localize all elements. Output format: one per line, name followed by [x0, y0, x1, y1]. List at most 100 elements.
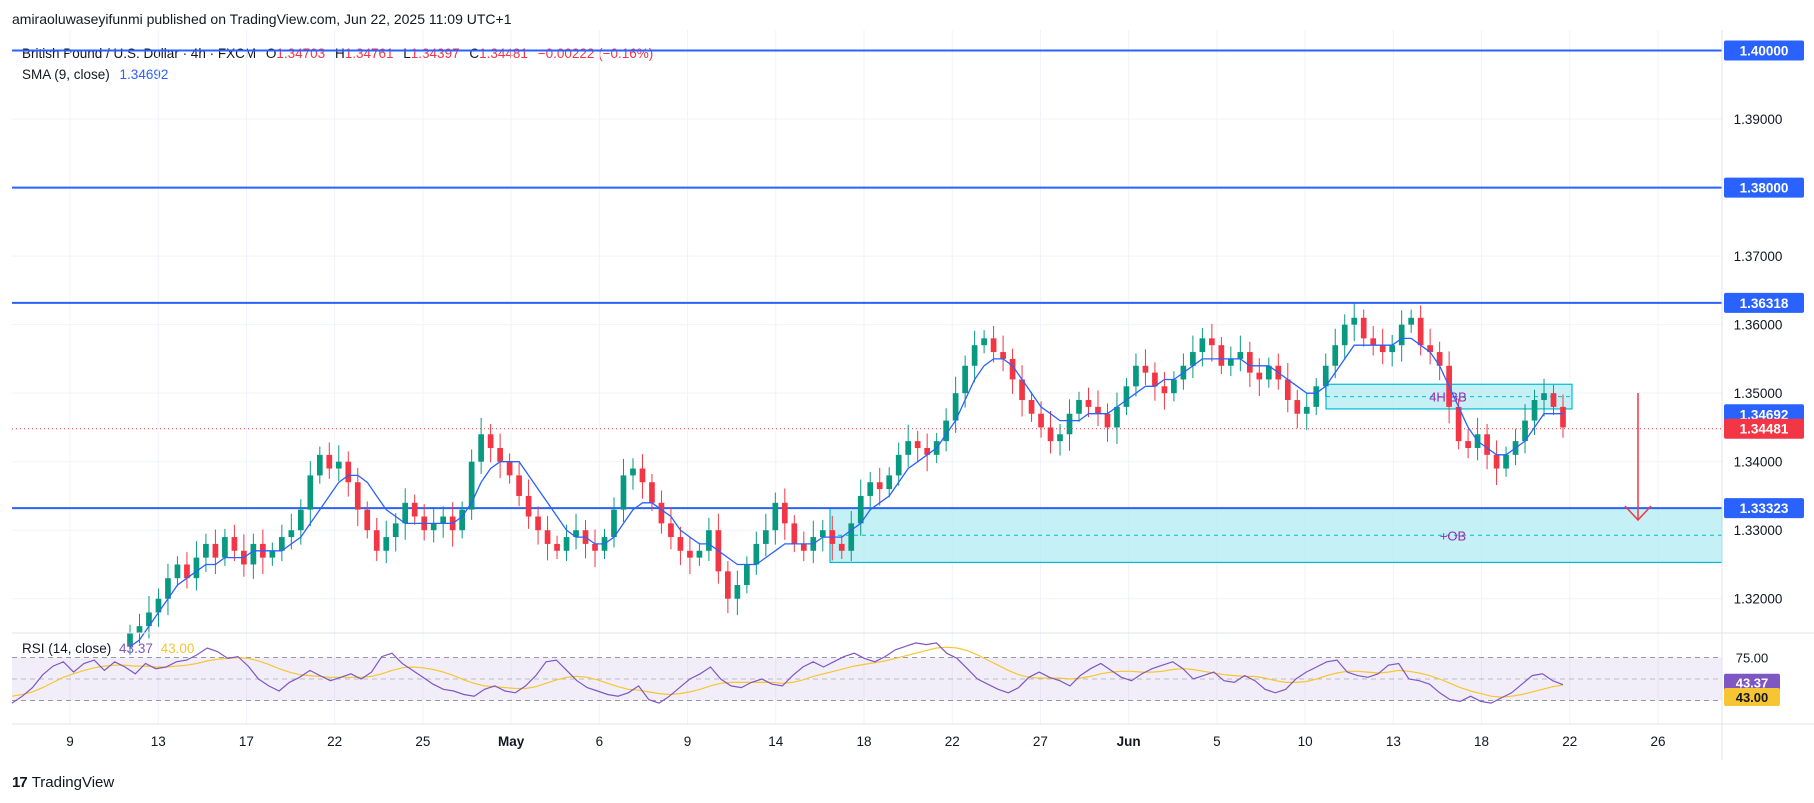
sma-value: 1.34692	[119, 67, 169, 82]
candle-body	[1522, 420, 1528, 442]
candle-body	[288, 530, 295, 538]
price-tick-label: 1.35000	[1734, 386, 1783, 401]
candle-body	[1379, 345, 1386, 353]
candle-body	[1465, 441, 1471, 448]
candle-body	[316, 454, 323, 476]
time-tick-label: 27	[1033, 734, 1048, 749]
candle-body	[1503, 454, 1509, 469]
sma-legend[interactable]: SMA (9, close) 1.34692	[22, 67, 168, 82]
rsi-line	[11, 642, 1564, 704]
candle-body	[1066, 413, 1073, 435]
candle-body	[1038, 413, 1044, 428]
candle-body	[924, 447, 931, 455]
candle-body	[895, 454, 902, 476]
candle-body	[962, 365, 968, 394]
time-tick-label: Jun	[1117, 734, 1141, 749]
candle-body	[335, 461, 342, 469]
low-label: L	[403, 46, 411, 61]
candle-body	[1417, 317, 1424, 346]
rsi-value: 43.37	[119, 641, 153, 656]
tradingview-brand[interactable]: 17 TradingView	[12, 774, 114, 791]
candle-body	[990, 338, 997, 353]
rsi-legend[interactable]: RSI (14, close) 43.37 43.00	[22, 641, 194, 656]
time-tick-label: 13	[1386, 734, 1401, 749]
rsi-ma-value: 43.00	[160, 641, 195, 656]
candle-body	[1171, 379, 1177, 394]
price-tag-box	[1724, 292, 1804, 313]
candle-body	[212, 543, 219, 558]
candle-body	[1493, 454, 1500, 469]
candle-body	[193, 557, 200, 579]
candle-body	[971, 345, 978, 366]
candle-body	[781, 502, 788, 524]
time-axis[interactable]: 9 13 17 22 25 May 6 9 14 18 22 27 Jun 5 10 13 18 22 26	[66, 734, 1665, 749]
price-tags: 1.40000 1.38000 1.36318 1.33323 1.346921.344…	[1724, 40, 1804, 519]
candle-body	[1095, 406, 1101, 414]
candle-body	[345, 461, 352, 483]
sma-label: SMA (9, close)	[22, 67, 110, 82]
candle-body	[677, 537, 684, 551]
candle-body	[392, 523, 399, 538]
candle-body	[468, 461, 475, 510]
candle-body	[886, 475, 893, 490]
time-tick-label: 5	[1213, 734, 1221, 749]
candle-body	[1484, 434, 1490, 455]
sma-line	[129, 337, 1563, 648]
candle-body	[1550, 393, 1557, 407]
candle-body	[725, 571, 731, 599]
candle-body	[630, 468, 636, 476]
zone-box[interactable]	[829, 507, 1723, 564]
price-tick-label: 1.33000	[1734, 523, 1783, 538]
candle-body	[734, 585, 741, 599]
candle-body	[326, 454, 333, 469]
candle-body	[1294, 400, 1301, 414]
candle-body	[184, 564, 190, 579]
candle-body	[535, 516, 541, 531]
candle-body	[706, 530, 712, 551]
candle-body	[165, 578, 171, 599]
candle-body	[696, 550, 703, 558]
price-tag-label: 1.34692	[1740, 407, 1789, 422]
candle-body	[838, 543, 845, 551]
candle-body	[269, 550, 276, 558]
candle-body	[1000, 352, 1006, 359]
candle-body	[876, 482, 883, 490]
candle-body	[1436, 352, 1443, 366]
open-label: O	[265, 46, 277, 61]
candle-body	[1370, 338, 1377, 346]
candle-body	[819, 530, 826, 538]
candle-body	[544, 530, 551, 544]
price-tag-label: 1.36318	[1740, 296, 1789, 311]
candle-body	[1560, 406, 1566, 428]
down-arrow[interactable]	[1624, 393, 1652, 522]
candle-body	[459, 509, 465, 531]
candle-body	[1427, 345, 1433, 353]
grid	[12, 30, 1722, 724]
candle-body	[1047, 427, 1054, 442]
candle-body	[478, 434, 484, 462]
candle-body	[1398, 324, 1405, 346]
candle-body	[573, 530, 579, 538]
time-tick-label: 10	[1298, 734, 1313, 749]
candle-body	[1541, 393, 1547, 401]
candle-body	[1104, 413, 1111, 428]
candle-body	[1313, 386, 1320, 407]
candle-body	[1408, 317, 1415, 325]
price-axis[interactable]: 1.32000 1.33000 1.34000 1.35000 1.36000 1.370…	[1734, 44, 1783, 607]
price-tag-label: 1.33323	[1740, 501, 1789, 516]
time-tick-label: 18	[856, 734, 871, 749]
candle-body	[554, 543, 560, 551]
time-tick-label: 26	[1650, 734, 1665, 749]
candle-body	[1123, 386, 1130, 407]
candle-body	[1332, 345, 1339, 366]
candle-body	[658, 502, 665, 524]
candle-body	[914, 441, 921, 448]
candle-body	[1228, 358, 1234, 366]
candle-body	[136, 626, 143, 633]
candle-body	[127, 633, 133, 647]
candle-body	[762, 530, 769, 544]
price-tag-label: 1.34481	[1740, 422, 1789, 437]
candle-body	[411, 502, 418, 517]
